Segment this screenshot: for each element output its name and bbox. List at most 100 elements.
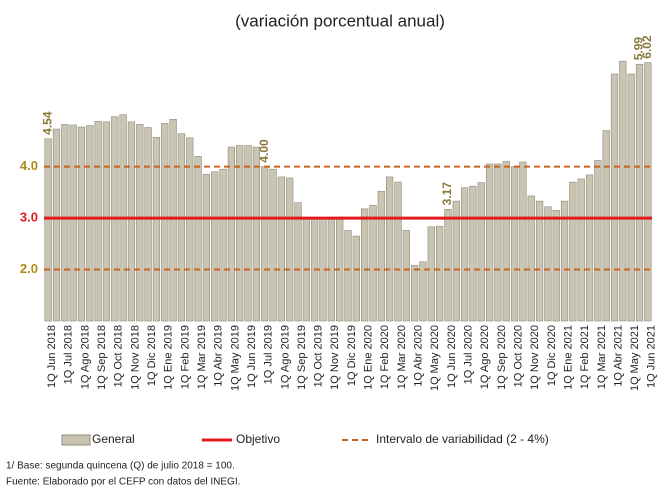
bar (152, 137, 161, 322)
bar (494, 163, 502, 322)
bar (394, 181, 402, 322)
bar (44, 138, 52, 322)
bar (94, 121, 102, 322)
x-tick-label: 1Q Abr 2021 (612, 325, 624, 387)
bar (352, 235, 360, 322)
bar (510, 166, 519, 322)
bar (161, 123, 169, 322)
x-tick-label: 1Q Ene 2021 (562, 325, 574, 390)
x-tick-label: 1Q Nov 2019 (329, 325, 341, 390)
bar (177, 133, 186, 322)
x-tick-label: 1Q Mar 2020 (396, 325, 408, 389)
bar (569, 181, 577, 322)
bar (244, 145, 252, 322)
legend-label: General (92, 432, 135, 446)
x-tick-label: 1Q Ago 2019 (279, 325, 291, 389)
x-tick-label: 1Q May 2021 (629, 325, 641, 391)
x-tick-label: 1Q Mar 2019 (196, 325, 208, 389)
bar (102, 121, 111, 322)
bar (594, 160, 602, 322)
bar (635, 63, 644, 322)
x-tick-label: 1Q Feb 2020 (379, 325, 391, 389)
x-tick-label: 1Q Jul 2019 (263, 325, 275, 384)
bar (452, 200, 460, 322)
bar (410, 265, 419, 322)
bar (602, 130, 610, 322)
bar (69, 124, 77, 322)
x-tick-label: 1Q Dic 2019 (346, 325, 358, 386)
x-tick-label: 1Q Jul 2018 (63, 325, 75, 384)
x-tick-label: 1Q Ene 2020 (363, 325, 375, 390)
bar (269, 168, 277, 322)
bar (502, 161, 510, 322)
y-tick-label: 2.0 (20, 261, 38, 276)
bar (577, 178, 585, 322)
bar (544, 206, 552, 322)
x-tick-label: 1Q Jul 2020 (463, 325, 475, 384)
value-label: 5.99 (632, 37, 646, 61)
bar (402, 230, 410, 322)
bar (194, 156, 202, 322)
bar (277, 176, 286, 322)
bar (236, 145, 244, 322)
x-tick-label: 1Q Abr 2019 (213, 325, 225, 387)
value-label: 3.17 (440, 182, 454, 206)
legend-label: Intervalo de variabilidad (2 - 4%) (376, 432, 549, 446)
bar (627, 73, 635, 322)
x-tick-label: 1Q Jun 2021 (646, 325, 658, 388)
bar (219, 168, 227, 322)
value-label: 4.00 (257, 139, 271, 163)
y-tick-label: 4.0 (20, 158, 38, 173)
bar (294, 202, 302, 322)
x-tick-label: 1Q Dic 2020 (546, 325, 558, 386)
bar (386, 176, 394, 322)
bar (610, 73, 619, 322)
x-tick-label: 1Q May 2020 (429, 325, 441, 391)
x-tick-label: 1Q Jun 2020 (446, 325, 458, 388)
bar (485, 163, 494, 322)
bar (361, 208, 369, 322)
chart-subtitle: (variación porcentual anual) (235, 11, 445, 30)
bar (252, 146, 261, 322)
x-tick-label: 1Q Oct 2019 (313, 325, 325, 387)
bar (527, 195, 535, 322)
bar (261, 166, 269, 322)
bar (77, 126, 86, 322)
bar (585, 174, 594, 322)
x-tick-label: 1Q Feb 2021 (579, 325, 591, 389)
bar (144, 127, 152, 322)
bar (644, 62, 652, 322)
bar (552, 210, 560, 322)
bar (61, 124, 69, 322)
x-tick-label: 1Q Oct 2018 (113, 325, 125, 387)
x-tick-label: 1Q Sep 2020 (496, 325, 508, 390)
bar (469, 185, 477, 322)
bar (419, 261, 427, 322)
bar (202, 174, 211, 322)
bar (344, 230, 352, 322)
bar (519, 161, 527, 322)
legend-swatch (61, 434, 91, 446)
bar (444, 209, 452, 322)
bar (477, 182, 485, 322)
bar (286, 177, 294, 322)
x-tick-label: 1Q Abr 2020 (413, 325, 425, 387)
y-tick-label: 3.0 (20, 210, 38, 225)
bar (560, 200, 569, 322)
x-tick-label: 1Q Feb 2019 (179, 325, 191, 389)
bar (427, 226, 435, 322)
bar (369, 204, 377, 322)
bar (435, 226, 444, 322)
bar (377, 191, 385, 322)
x-tick-label: 1Q Sep 2019 (296, 325, 308, 390)
x-tick-label: 1Q Oct 2020 (512, 325, 524, 387)
bar (127, 121, 136, 322)
x-tick-label: 1Q Mar 2021 (596, 325, 608, 389)
bar (460, 187, 469, 322)
bar (619, 60, 627, 322)
bar (227, 146, 236, 322)
x-tick-label: 1Q Sep 2018 (96, 325, 108, 390)
x-tick-label: 1Q Jun 2018 (46, 325, 58, 388)
bar (169, 118, 177, 322)
